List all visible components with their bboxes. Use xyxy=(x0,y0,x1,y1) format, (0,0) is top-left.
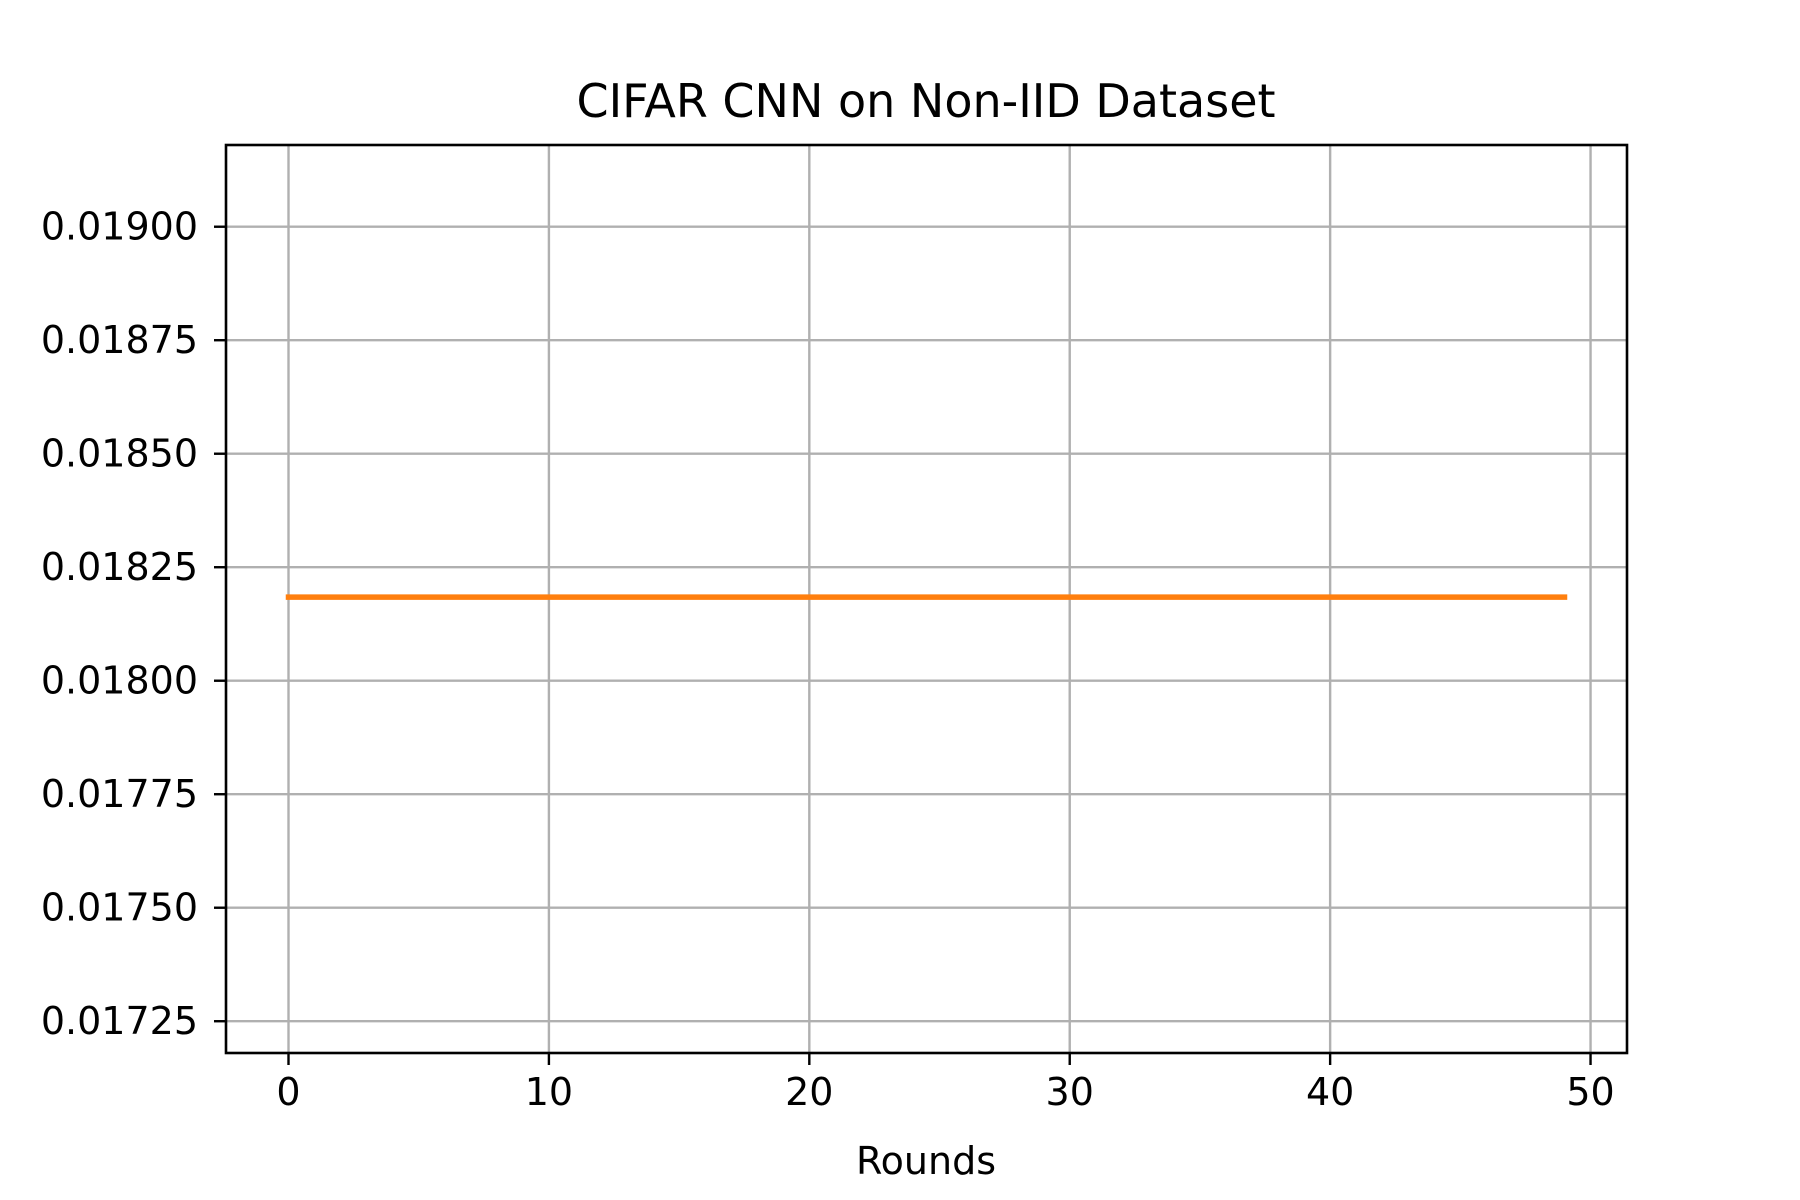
x-tick-label: 30 xyxy=(1046,1070,1094,1114)
x-tick-label: 0 xyxy=(276,1070,300,1114)
x-tick-label: 40 xyxy=(1306,1070,1354,1114)
y-tick-label: 0.01850 xyxy=(41,432,198,476)
tick-layer: 0 10 20 30 40 50 0.01725 0.01750 0.01775 0.01800 0… xyxy=(41,205,1615,1114)
y-tick-label: 0.01775 xyxy=(41,772,198,816)
y-tick-label: 0.01825 xyxy=(41,545,198,589)
y-tick-label: 0.01900 xyxy=(41,205,198,249)
y-tick-label: 0.01800 xyxy=(41,659,198,703)
x-tick-label: 50 xyxy=(1566,1070,1614,1114)
plot-frame xyxy=(224,143,1629,1055)
x-tick-label: 10 xyxy=(525,1070,573,1114)
y-tick-label: 0.01875 xyxy=(41,318,198,362)
x-axis-label: Rounds xyxy=(856,1139,996,1183)
chart-title: CIFAR CNN on Non-IID Dataset xyxy=(576,74,1275,128)
y-tick-label: 0.01725 xyxy=(41,999,198,1043)
y-tick-label: 0.01750 xyxy=(41,886,198,930)
x-tick-label: 20 xyxy=(785,1070,833,1114)
